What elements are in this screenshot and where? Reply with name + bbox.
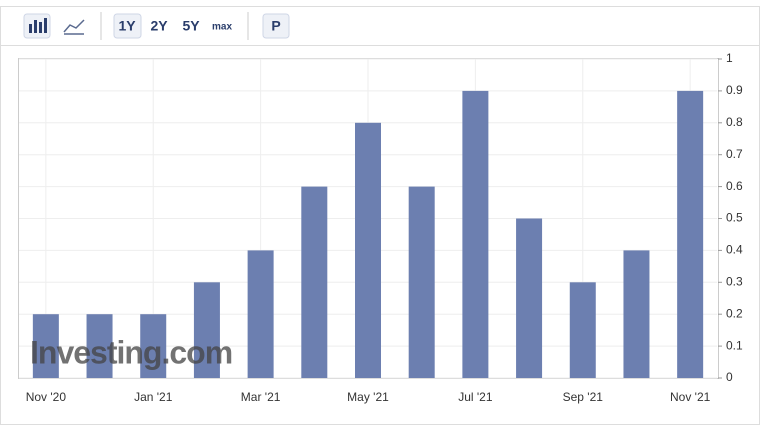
y-tick-label: 1 [726, 51, 733, 65]
x-tick-label: May '21 [347, 390, 389, 404]
bar [516, 218, 543, 378]
x-tick-label: Nov '20 [26, 390, 67, 404]
line-icon[interactable] [63, 19, 85, 35]
bar [32, 314, 59, 378]
bar [140, 314, 167, 378]
bar [193, 282, 220, 378]
y-tick-label: 0.1 [726, 338, 743, 352]
y-tick-label: 0.5 [726, 211, 743, 225]
y-tick-label: 0.2 [726, 306, 743, 320]
p-button[interactable]: P [271, 18, 280, 34]
y-tick-label: 0.9 [726, 83, 743, 97]
x-tick-label: Jul '21 [458, 390, 493, 404]
x-tick-label: Nov '21 [670, 390, 711, 404]
y-tick-label: 0.6 [726, 179, 743, 193]
x-tick-label: Mar '21 [241, 390, 281, 404]
button-bg [262, 13, 290, 39]
y-tick-label: 0.3 [726, 274, 743, 288]
y-tick-label: 0.4 [726, 243, 743, 257]
bar [569, 282, 596, 378]
watermark: Investing.com [30, 334, 232, 370]
bar [677, 90, 704, 379]
period-button[interactable]: max [212, 22, 232, 33]
period-button[interactable]: 2Y [150, 18, 168, 34]
button-bg [113, 13, 142, 39]
x-tick-label: Sep '21 [563, 390, 604, 404]
bar [623, 250, 650, 378]
bar-icon[interactable] [23, 13, 51, 39]
period-button[interactable]: 5Y [182, 18, 200, 34]
y-tick-label: 0.8 [726, 115, 743, 129]
bar [247, 250, 274, 378]
y-tick-label: 0.7 [726, 147, 743, 161]
y-tick-label: 0 [726, 370, 733, 384]
x-tick-label: Jan '21 [134, 390, 173, 404]
bar [86, 314, 113, 378]
period-button[interactable]: 1Y [118, 18, 136, 34]
bar [462, 90, 489, 379]
bar [408, 186, 435, 378]
bar [355, 122, 381, 378]
bar [301, 186, 328, 378]
